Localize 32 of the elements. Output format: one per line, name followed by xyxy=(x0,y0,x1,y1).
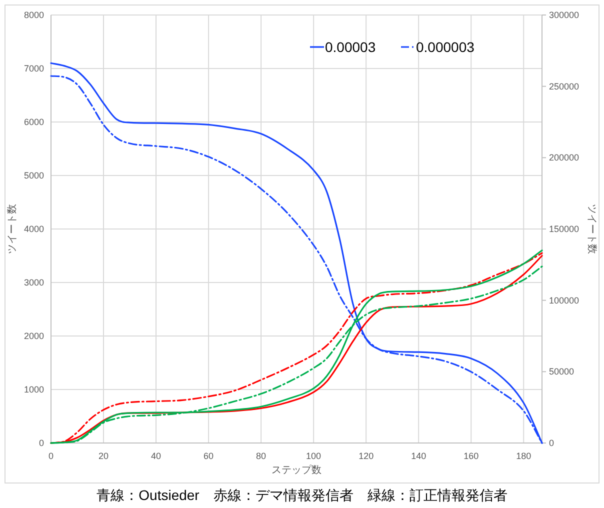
y2-tick-label: 0 xyxy=(549,438,554,448)
y2-tick-label: 100000 xyxy=(549,295,580,306)
x-tick-label: 40 xyxy=(151,451,162,461)
x-tick-label: 20 xyxy=(98,451,109,461)
x-tick-label: 60 xyxy=(204,451,214,461)
y-axis-title: ツイート数 xyxy=(7,204,18,254)
y-tick-label: 6000 xyxy=(24,117,44,127)
y-tick-label: 4000 xyxy=(24,224,44,234)
legend-label: 0.000003 xyxy=(416,39,475,55)
x-tick-label: 0 xyxy=(48,451,54,461)
y2-tick-label: 150000 xyxy=(549,224,580,234)
y2-tick-label: 50000 xyxy=(549,366,574,377)
legend-label: 0.00003 xyxy=(325,39,376,55)
text: 青線：Outsieder 赤線：デマ情報発信者 緑線：訂正情報発信者 xyxy=(96,487,508,503)
y2-tick-label: 200000 xyxy=(549,152,580,163)
y-tick-label: 1000 xyxy=(24,384,44,394)
x-tick-label: 100 xyxy=(306,451,322,461)
y-tick-label: 5000 xyxy=(24,170,44,180)
y-tick-label: 0 xyxy=(38,438,44,448)
y2-tick-label: 250000 xyxy=(549,81,580,92)
y-tick-label: 3000 xyxy=(24,278,44,288)
x-tick-label: 140 xyxy=(411,451,426,461)
y2-tick-label: 300000 xyxy=(549,10,580,20)
y-tick-label: 7000 xyxy=(24,64,44,74)
y-tick-label: 2000 xyxy=(24,331,44,341)
y2-axis-title: ツイート数 xyxy=(586,204,597,254)
x-tick-label: 120 xyxy=(358,451,374,461)
x-tick-label: 160 xyxy=(464,451,479,461)
x-axis-title: ステップ数 xyxy=(272,464,322,476)
x-tick-label: 180 xyxy=(516,451,532,461)
y-tick-label: 8000 xyxy=(24,10,44,20)
x-tick-label: 80 xyxy=(256,451,266,461)
